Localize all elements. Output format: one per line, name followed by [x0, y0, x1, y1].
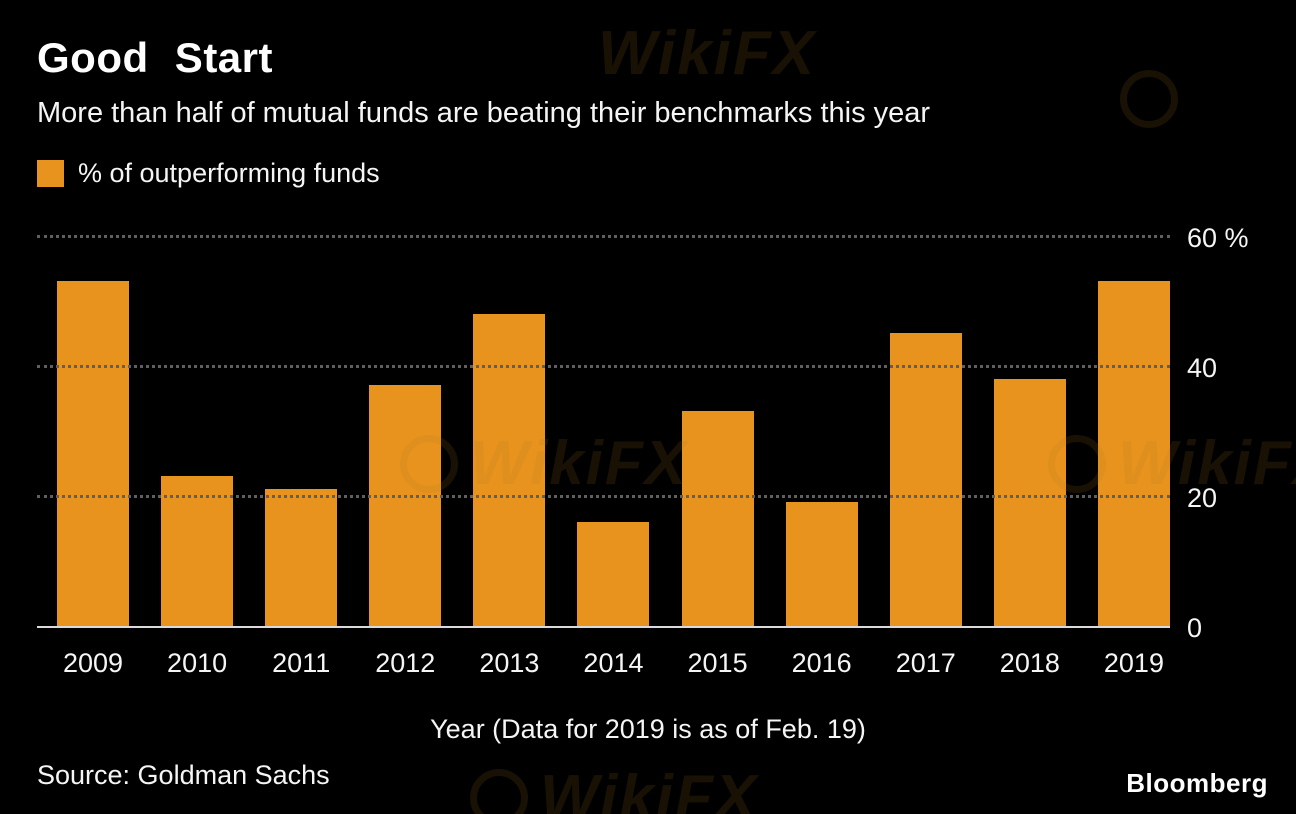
- x-axis-line: [37, 626, 1170, 628]
- bar-2010: [161, 476, 234, 626]
- bars: [57, 223, 1170, 626]
- bloomberg-logo: Bloomberg: [1126, 768, 1268, 798]
- gridline-40: [37, 365, 1170, 368]
- source-credit: Source: Goldman Sachs: [37, 760, 330, 790]
- watermark-logo-icon: [470, 768, 528, 814]
- x-axis-title: Year (Data for 2019 is as of Feb. 19): [430, 714, 866, 744]
- bar-2015: [681, 411, 754, 626]
- bar-2009: [57, 281, 129, 626]
- x-tick-label-2017: 2017: [895, 648, 956, 678]
- y-tick-label-20: 20: [1187, 483, 1218, 513]
- legend: % of outperforming funds: [37, 158, 380, 189]
- chart-title: Good Start: [37, 34, 273, 81]
- x-tick-label-2018: 2018: [999, 648, 1060, 678]
- y-axis-labels: 0 20 40 60 %: [1187, 223, 1292, 643]
- x-tick-label-2012: 2012: [375, 648, 436, 678]
- x-tick-label-2009: 2009: [62, 648, 124, 678]
- watermark: [1120, 70, 1178, 128]
- bar-2014: [577, 522, 650, 626]
- y-tick-label-0: 0: [1187, 613, 1203, 643]
- watermark-text: WikiFX: [598, 19, 817, 88]
- bar-2017: [889, 333, 962, 626]
- bar-2012: [369, 385, 442, 626]
- watermark: WikiFX: [598, 18, 816, 89]
- x-tick-label-2014: 2014: [583, 648, 644, 678]
- legend-label: % of outperforming funds: [78, 158, 380, 188]
- y-tick-label-60: 60 %: [1187, 223, 1249, 253]
- watermark-logo-icon: [1120, 70, 1178, 128]
- watermark-text: WikiFX: [540, 763, 759, 814]
- gridline-20: [37, 495, 1170, 498]
- bar-2018: [993, 379, 1066, 626]
- x-tick-label-2013: 2013: [479, 648, 540, 678]
- y-tick-label-40: 40: [1187, 353, 1218, 383]
- chart-subtitle: More than half of mutual funds are beati…: [37, 97, 931, 129]
- bar-2013: [473, 314, 546, 626]
- x-tick-label-2019: 2019: [1103, 648, 1164, 678]
- x-tick-label-2010: 2010: [167, 648, 228, 678]
- watermark: WikiFX: [470, 762, 758, 814]
- plot-area: [37, 223, 1170, 628]
- x-tick-label-2016: 2016: [791, 648, 852, 678]
- x-axis-labels: 2009 2010 2011 2012 2013 2014 2015 2016 2017 2018…: [57, 648, 1170, 679]
- gridline-60: [37, 235, 1170, 238]
- x-tick-label-2015: 2015: [687, 648, 748, 678]
- bar-2019: [1097, 281, 1170, 626]
- legend-swatch-icon: [37, 160, 64, 187]
- x-tick-label-2011: 2011: [272, 648, 331, 678]
- bar-2016: [785, 502, 858, 626]
- bar-2011: [265, 489, 338, 626]
